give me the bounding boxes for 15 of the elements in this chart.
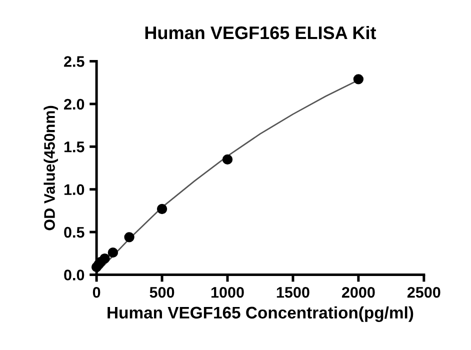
y-tick-label: 1.5 xyxy=(64,142,84,152)
x-tick-label: 2500 xyxy=(407,286,440,298)
chart-title: Human VEGF165 ELISA Kit xyxy=(145,26,376,40)
x-tick-label: 1000 xyxy=(211,286,244,298)
y-tick-label: 2.0 xyxy=(64,98,84,110)
x-tick-label: 1500 xyxy=(276,286,310,298)
x-tick-label: 0 xyxy=(92,286,100,298)
y-tick-label: 0.0 xyxy=(64,270,84,280)
x-axis-title: Human VEGF165 Concentration(pg/ml) xyxy=(108,306,414,322)
x-tick-label: 500 xyxy=(150,286,174,298)
x-tick-label: 2000 xyxy=(342,286,375,298)
y-tick-label: 1.0 xyxy=(64,184,84,196)
y-tick-label: 2.5 xyxy=(64,56,84,67)
y-tick-label: 0.5 xyxy=(64,226,84,238)
y-axis-title: OD Value(450nm) xyxy=(44,106,58,230)
